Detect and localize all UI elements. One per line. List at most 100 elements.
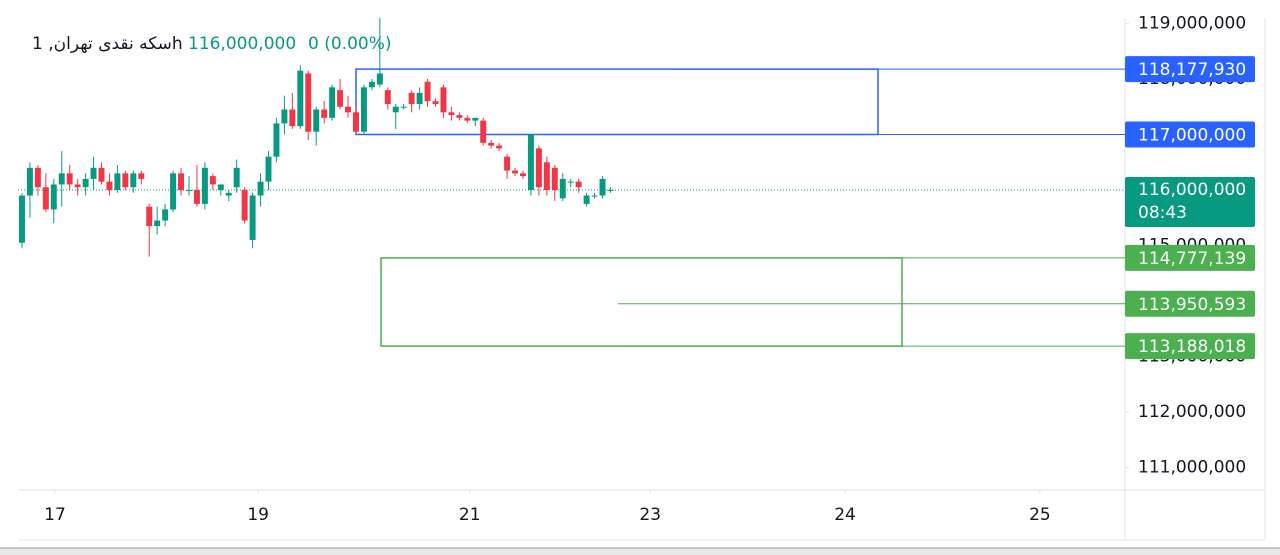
candle-body [504,156,511,171]
candle-body [178,173,185,191]
candle-body [551,167,558,191]
chart-title: سکه نقدی تهران, 1h [32,34,183,54]
candle-body [193,190,200,204]
x-tick-label: 25 [1029,505,1051,525]
candle-body [424,81,431,102]
price-label-bg [1125,121,1255,148]
price-label: 118,177,930 [1138,60,1246,80]
candle-body [472,117,479,121]
candle-body [488,142,495,146]
candle-body [448,112,455,116]
bottom-strip [0,548,1280,555]
candle-body [90,167,97,179]
x-tick-label: 23 [639,505,661,525]
candle-body [392,106,399,113]
candle-body [18,195,25,243]
chart-layer: 119,000,000118,000,000117,000,000115,000… [18,13,1255,525]
candle-body [265,156,272,182]
candle-body [138,173,145,179]
candle-body [106,181,113,191]
candle-body [535,148,542,188]
candle-body [432,101,439,104]
candle-body [480,120,487,143]
price-label: 117,000,000 [1138,126,1246,146]
candle-body [146,206,153,227]
candle-body [114,173,121,191]
candle-body [26,167,33,196]
price-label-bg [1125,290,1255,317]
candle-body [345,106,352,113]
candle-body [329,87,336,118]
candle-body [185,190,192,192]
candle-body [464,117,471,121]
candle-body [543,162,550,191]
candle-body [249,195,256,240]
candle-body [122,173,129,188]
candle-body [376,73,383,85]
x-tick-label: 17 [44,505,66,525]
candle-body [225,192,232,196]
candle-body [217,184,224,191]
candle-body [416,92,423,104]
candle-body [559,178,566,199]
price-label-bg [1125,56,1255,83]
candle-body [66,173,73,185]
candle-body [337,90,344,107]
y-tick-label: 111,000,000 [1138,458,1246,478]
candle-body [527,134,534,191]
candle-body [567,181,574,183]
x-tick-label: 24 [834,505,856,525]
candle-body [74,184,81,188]
price-label: 113,950,593 [1138,295,1246,315]
price-label: 113,188,018 [1138,337,1246,357]
candle-body [583,195,590,204]
price-label: 114,777,139 [1138,249,1246,269]
candle-body [599,178,606,196]
candle-body [281,109,288,124]
last-price-label: 116,000,000 [1138,180,1246,200]
candle-body [368,81,375,88]
plot-area [18,18,1125,490]
countdown-label: 08:43 [1138,203,1187,223]
candle-body [297,70,304,127]
candle-body [58,173,65,185]
x-tick-label: 21 [459,505,481,525]
price-label-bg [1125,244,1255,271]
header-change: 0 (0.00%) [308,34,392,54]
candle-body [607,190,614,192]
candle-body [456,115,463,118]
candle-body [575,181,582,188]
candle-body [130,173,137,188]
candle-body [512,170,519,174]
candle-body [591,195,598,197]
candle-body [384,90,391,104]
candle-body [273,123,280,157]
drawing-rectangle [355,68,879,136]
candle-body [360,87,367,132]
candle-body [34,167,41,188]
x-tick-label: 19 [247,505,269,525]
candle-body [50,184,57,210]
candle-body [353,112,359,132]
candle-body [520,173,526,177]
candle-body [42,187,49,210]
candle-body [98,167,105,182]
last-price-label-bg [1125,177,1255,228]
candle-body [496,145,503,149]
candle-body [440,87,447,113]
y-tick-label: 119,000,000 [1138,13,1246,33]
price-label-bg [1125,333,1255,360]
header-price: 116,000,000 [188,34,296,54]
candle-body [313,109,320,132]
candle-body [201,167,208,204]
candle-body [408,92,415,104]
y-tick-label: 112,000,000 [1138,402,1246,422]
candle-body [289,109,296,127]
candle-body [321,109,328,118]
candle-body [170,173,177,210]
candle-body [241,190,248,221]
candle-body [154,220,161,227]
candle-body [305,73,312,132]
